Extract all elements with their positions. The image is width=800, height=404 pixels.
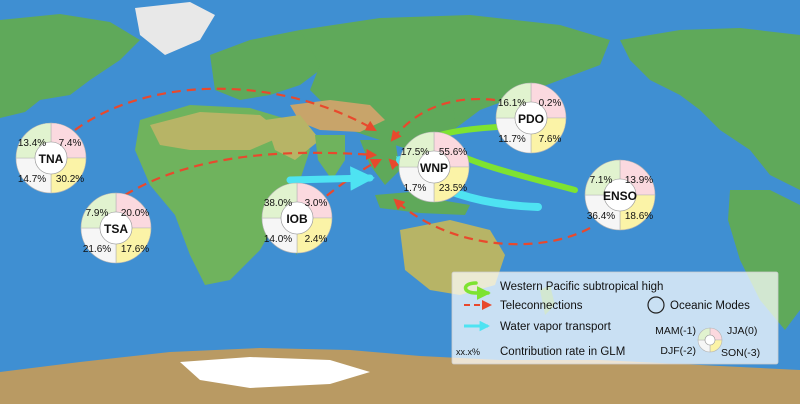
legend-teleconnections-label: Teleconnections (500, 300, 583, 312)
mode-value-pdo-jja: 0.2% (539, 98, 562, 109)
mode-value-pdo-mam: 16.1% (498, 98, 526, 109)
legend-background (451, 271, 779, 365)
legend-jja-label: JJA(0) (727, 325, 757, 337)
mode-label-tna: TNA (39, 152, 64, 166)
mode-ring-tsa-center (99, 211, 133, 245)
india-landmass (315, 135, 345, 180)
mode-value-iob-son: 2.4% (305, 234, 328, 245)
legend-ring-center (704, 334, 716, 346)
legend-subtropical-high-icon (463, 281, 491, 300)
mode-ring-iob-center (280, 201, 314, 235)
north-america-landmass (0, 14, 140, 118)
teleconnection-enso (393, 198, 591, 246)
arabia-landmass (265, 115, 320, 160)
mode-value-pdo-son: 7.6% (539, 134, 562, 145)
legend-water-vapor-label: Water vapor transport (500, 321, 612, 333)
mode-ring-tna-center (34, 141, 68, 175)
mode-ring-enso-center (603, 178, 637, 212)
greenland-landmass (135, 2, 215, 55)
mode-value-wnp-jja: 55.6% (439, 147, 467, 158)
mode-label-enso: ENSO (603, 189, 637, 203)
antarctica-ice-sheet (180, 357, 370, 388)
legend-subtropical-high-label: Western Pacific subtropical high (500, 281, 663, 293)
mode-ring-tsa: TSA 7.9% 20.0% 21.6% 17.6% (80, 192, 152, 264)
mode-label-wnp: WNP (420, 161, 448, 175)
legend-oceanic-modes-label: Oceanic Modes (670, 300, 750, 312)
mode-label-tsa: TSA (104, 222, 128, 236)
mode-value-enso-son: 18.6% (625, 211, 653, 222)
legend-ring (697, 327, 723, 353)
mode-value-enso-jja: 13.9% (625, 175, 653, 186)
oceanic-modes-layer: TNA 13.4% 7.4% 14.7% 30.2% TSA 7.9% 20.0% 21.6% 1… (15, 82, 656, 264)
mode-label-iob: IOB (286, 212, 308, 226)
mode-value-tsa-mam: 7.9% (86, 208, 109, 219)
north-america-east-landmass (620, 28, 800, 190)
mode-ring-wnp-center (417, 150, 451, 184)
mode-ring-wnp: WNP 17.5% 55.6% 1.7% 23.5% (398, 131, 470, 203)
mode-value-tna-mam: 13.4% (18, 138, 46, 149)
mode-ring-pdo-center (514, 101, 548, 135)
mode-ring-enso: ENSO 7.1% 13.9% 36.4% 18.6% (584, 159, 656, 231)
teleconnection-tna (74, 87, 377, 132)
teleconnection-tsa (124, 148, 378, 196)
legend-oceanic-mode-circle-icon (647, 296, 665, 314)
africa-landmass (135, 105, 310, 285)
mode-value-tsa-djf: 21.6% (83, 244, 111, 255)
mode-value-enso-djf: 36.4% (587, 211, 615, 222)
mode-ring-tna: TNA 13.4% 7.4% 14.7% 30.2% (15, 122, 87, 194)
mode-value-iob-jja: 3.0% (305, 198, 328, 209)
mode-value-iob-djf: 14.0% (264, 234, 292, 245)
mode-value-iob-mam: 38.0% (264, 198, 292, 209)
legend-son-label: SON(-3) (721, 347, 760, 359)
mode-value-tna-djf: 14.7% (18, 174, 46, 185)
legend-mam-label: MAM(-1) (655, 325, 696, 337)
mode-label-pdo: PDO (518, 112, 544, 126)
mode-ring-iob: IOB 38.0% 3.0% 14.0% 2.4% (261, 182, 333, 254)
legend-contribution-symbol: xx.x% (456, 347, 480, 357)
tibetan-plateau (290, 100, 385, 132)
mode-value-tna-son: 30.2% (56, 174, 84, 185)
mode-value-tna-jja: 7.4% (59, 138, 82, 149)
mode-value-wnp-djf: 1.7% (404, 183, 427, 194)
legend-season-ring (697, 327, 723, 353)
europe-landmass (210, 30, 330, 100)
mode-value-enso-mam: 7.1% (590, 175, 613, 186)
mode-value-wnp-son: 23.5% (439, 183, 467, 194)
mode-value-pdo-djf: 11.7% (498, 134, 526, 145)
south-america-landmass (728, 190, 800, 330)
water-vapor-indian-ocean (286, 166, 375, 191)
mode-value-tsa-son: 17.6% (121, 244, 149, 255)
legend-contribution-label: Contribution rate in GLM (500, 346, 625, 358)
mode-ring-pdo: PDO 16.1% 0.2% 11.7% 7.6% (495, 82, 567, 154)
mode-value-wnp-mam: 17.5% (401, 147, 429, 158)
teleconnection-pdo (390, 98, 496, 142)
mode-value-tsa-jja: 20.0% (121, 208, 149, 219)
sahara-region (150, 112, 285, 150)
legend: Western Pacific subtropical high Telecon… (451, 271, 779, 365)
legend-djf-label: DJF(-2) (660, 345, 696, 357)
